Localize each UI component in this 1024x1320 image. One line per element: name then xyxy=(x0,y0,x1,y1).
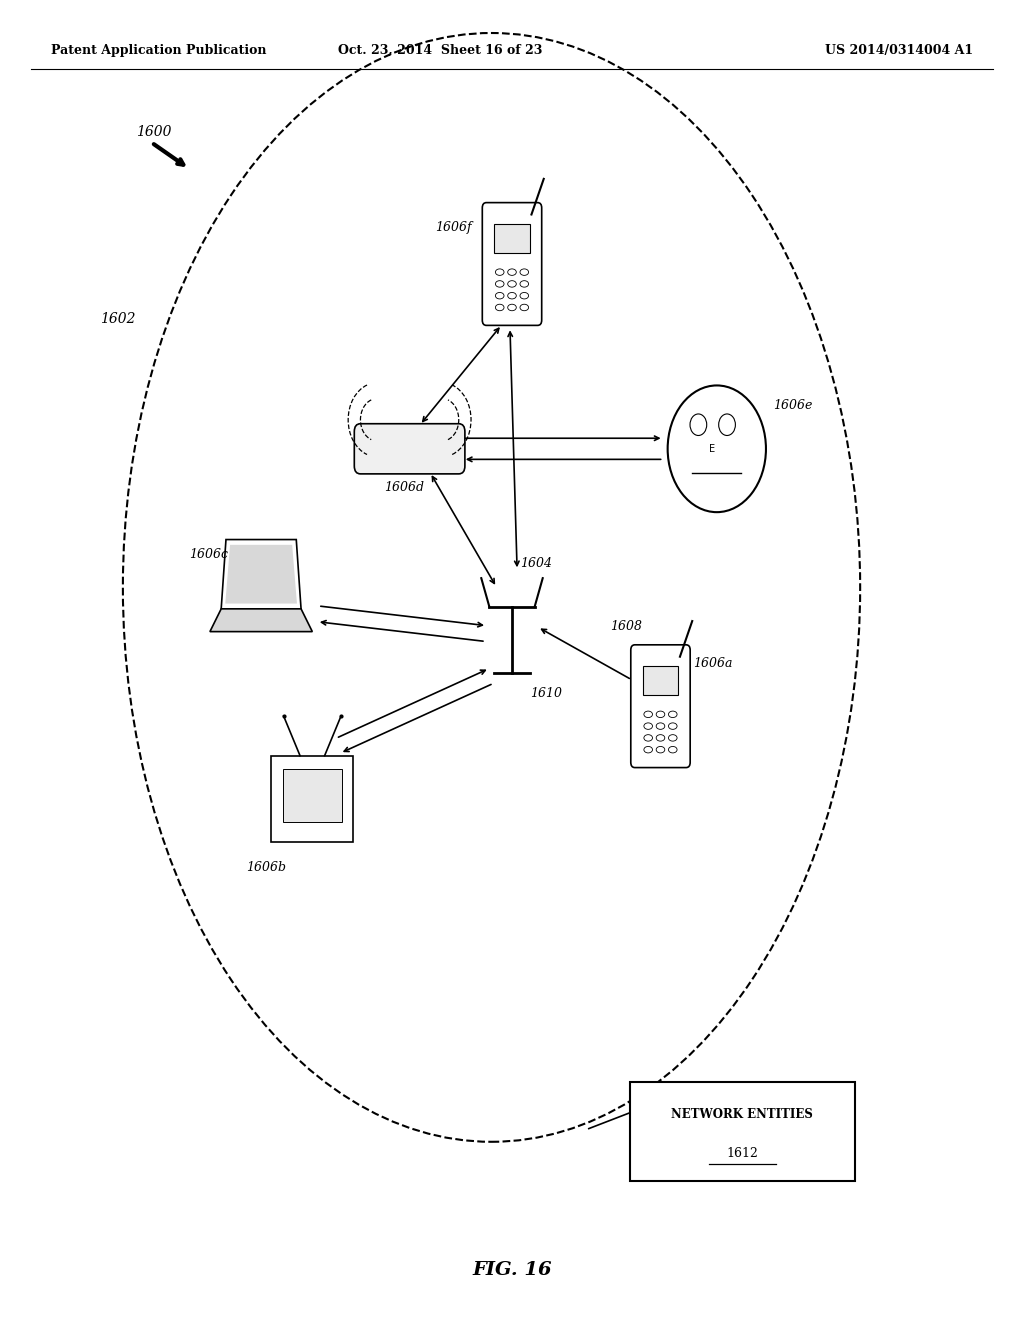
Ellipse shape xyxy=(644,746,652,752)
Ellipse shape xyxy=(508,304,516,310)
FancyBboxPatch shape xyxy=(482,202,542,325)
Ellipse shape xyxy=(508,293,516,298)
FancyBboxPatch shape xyxy=(354,424,465,474)
Ellipse shape xyxy=(508,269,516,276)
FancyBboxPatch shape xyxy=(630,1082,855,1181)
Ellipse shape xyxy=(656,746,665,752)
Bar xyxy=(494,223,530,253)
Ellipse shape xyxy=(656,711,665,718)
Text: 1600: 1600 xyxy=(136,125,172,139)
Ellipse shape xyxy=(656,723,665,730)
Bar xyxy=(283,768,342,822)
FancyBboxPatch shape xyxy=(271,755,353,842)
Polygon shape xyxy=(210,609,312,631)
Text: 1602: 1602 xyxy=(100,313,136,326)
Ellipse shape xyxy=(496,293,504,298)
Ellipse shape xyxy=(496,281,504,288)
Text: Patent Application Publication: Patent Application Publication xyxy=(51,44,266,57)
Text: 1608: 1608 xyxy=(610,619,642,632)
Text: E: E xyxy=(709,444,715,454)
Ellipse shape xyxy=(520,269,528,276)
Text: 1606c: 1606c xyxy=(189,548,228,561)
Text: Oct. 23, 2014  Sheet 16 of 23: Oct. 23, 2014 Sheet 16 of 23 xyxy=(338,44,543,57)
Text: 1612: 1612 xyxy=(726,1147,759,1160)
Text: 1606a: 1606a xyxy=(693,656,733,669)
Ellipse shape xyxy=(644,735,652,741)
Ellipse shape xyxy=(656,735,665,741)
Text: US 2014/0314004 A1: US 2014/0314004 A1 xyxy=(824,44,973,57)
Text: 1606d: 1606d xyxy=(384,480,424,494)
Ellipse shape xyxy=(496,269,504,276)
Ellipse shape xyxy=(644,711,652,718)
Ellipse shape xyxy=(669,711,677,718)
Ellipse shape xyxy=(496,304,504,310)
Bar xyxy=(643,665,679,694)
Ellipse shape xyxy=(520,281,528,288)
Ellipse shape xyxy=(644,723,652,730)
Text: 1604: 1604 xyxy=(520,557,552,570)
Ellipse shape xyxy=(508,281,516,288)
Text: NETWORK ENTITIES: NETWORK ENTITIES xyxy=(672,1107,813,1121)
Text: 1606f: 1606f xyxy=(435,220,472,234)
Ellipse shape xyxy=(669,746,677,752)
FancyBboxPatch shape xyxy=(631,644,690,767)
Text: 1610: 1610 xyxy=(530,686,562,700)
Ellipse shape xyxy=(520,293,528,298)
Text: FIG. 16: FIG. 16 xyxy=(472,1261,552,1279)
Ellipse shape xyxy=(669,735,677,741)
Text: 1606e: 1606e xyxy=(773,399,812,412)
Polygon shape xyxy=(225,545,297,603)
Text: 1606b: 1606b xyxy=(246,861,286,874)
Ellipse shape xyxy=(520,304,528,310)
Ellipse shape xyxy=(669,723,677,730)
